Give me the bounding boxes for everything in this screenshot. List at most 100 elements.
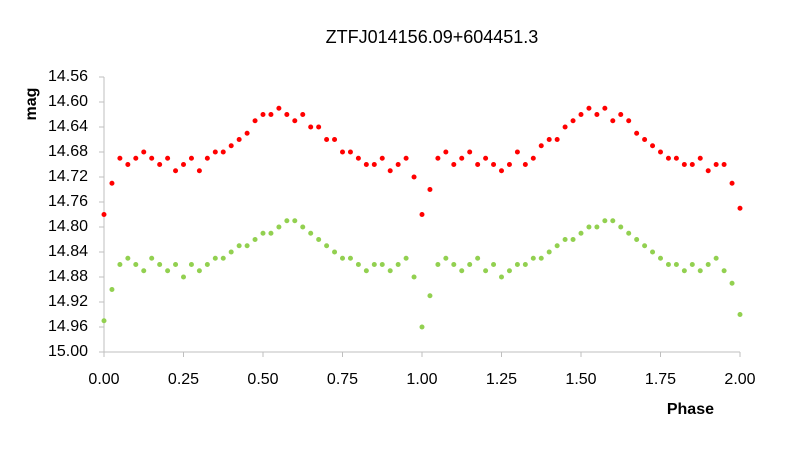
data-point: [443, 255, 449, 261]
data-point: [165, 268, 171, 274]
data-point: [196, 268, 202, 274]
data-point: [427, 293, 433, 299]
data-point: [117, 155, 123, 161]
x-tick-label: 1.25: [486, 371, 517, 388]
data-point: [316, 124, 322, 130]
x-tick-label: 1.50: [565, 371, 596, 388]
x-tick-label: 2.00: [724, 371, 755, 388]
data-point: [673, 155, 679, 161]
data-point: [483, 155, 489, 161]
x-tick-label: 0.50: [247, 371, 278, 388]
data-point: [626, 230, 632, 236]
data-point: [737, 205, 743, 211]
data-point: [236, 243, 242, 249]
data-point: [681, 162, 687, 167]
data-point: [713, 255, 719, 261]
data-point: [371, 162, 377, 167]
x-tick-label: 1.00: [406, 371, 437, 388]
data-point: [419, 324, 425, 330]
data-point: [658, 149, 663, 155]
data-point: [308, 230, 314, 236]
data-point: [300, 112, 306, 117]
data-point: [562, 124, 568, 130]
data-point: [514, 149, 520, 155]
data-point: [387, 268, 393, 274]
data-point: [332, 249, 338, 255]
data-point: [491, 262, 497, 267]
data-point: [260, 112, 266, 117]
data-point: [324, 137, 330, 142]
data-point: [340, 149, 345, 155]
data-point: [220, 149, 226, 155]
data-point: [499, 274, 504, 280]
data-point: [133, 155, 139, 161]
data-point: [546, 249, 552, 255]
data-point: [188, 262, 194, 267]
data-point: [268, 112, 274, 117]
data-point: [379, 262, 385, 267]
data-point: [324, 243, 330, 249]
data-point: [403, 155, 409, 161]
data-point: [125, 162, 131, 167]
data-point: [228, 249, 234, 255]
data-point: [737, 312, 743, 317]
data-point: [522, 162, 528, 167]
data-point: [387, 168, 393, 174]
data-point: [554, 137, 560, 142]
data-point: [181, 162, 186, 167]
data-point: [626, 118, 632, 124]
data-point: [173, 262, 179, 267]
data-point: [220, 255, 226, 261]
data-point: [499, 168, 504, 174]
data-point: [673, 262, 679, 267]
data-point: [483, 268, 489, 274]
data-point: [379, 155, 385, 161]
data-point: [236, 137, 242, 142]
data-point: [300, 224, 306, 230]
data-point: [538, 255, 544, 261]
data-point: [475, 255, 481, 261]
data-point: [506, 268, 512, 274]
data-point: [594, 112, 600, 117]
data-point: [642, 137, 648, 142]
data-point: [443, 149, 449, 155]
data-point: [332, 137, 338, 142]
data-point: [435, 155, 441, 161]
data-point: [133, 262, 139, 267]
y-tick-label: 14.88: [48, 268, 88, 285]
data-point: [157, 162, 163, 167]
data-point: [658, 255, 663, 261]
data-point: [697, 268, 703, 274]
data-point: [252, 118, 258, 124]
data-point: [475, 162, 481, 167]
data-point: [204, 155, 210, 161]
data-point: [681, 268, 687, 274]
data-point: [276, 224, 282, 230]
data-point: [713, 162, 719, 167]
data-point: [117, 262, 123, 267]
x-axis-label: Phase: [667, 401, 714, 418]
y-axis-label: mag: [23, 88, 40, 121]
data-point: [165, 155, 171, 161]
data-point: [578, 112, 584, 117]
x-tick-label: 0.75: [327, 371, 358, 388]
data-point: [292, 218, 298, 224]
data-point: [355, 155, 361, 161]
data-point: [173, 168, 179, 174]
y-tick-label: 14.96: [48, 318, 88, 335]
data-point: [491, 162, 497, 167]
chart-title: ZTFJ014156.09+604451.3: [326, 27, 539, 47]
data-point: [522, 262, 528, 267]
data-point: [292, 118, 298, 124]
data-point: [618, 224, 624, 230]
data-point: [244, 130, 250, 136]
data-point: [705, 168, 711, 174]
data-point: [459, 268, 465, 274]
data-point: [149, 155, 155, 161]
data-point: [634, 130, 640, 136]
data-point: [276, 105, 282, 111]
data-point: [371, 262, 377, 267]
y-tick-label: 14.80: [48, 218, 88, 235]
data-point: [570, 237, 576, 242]
